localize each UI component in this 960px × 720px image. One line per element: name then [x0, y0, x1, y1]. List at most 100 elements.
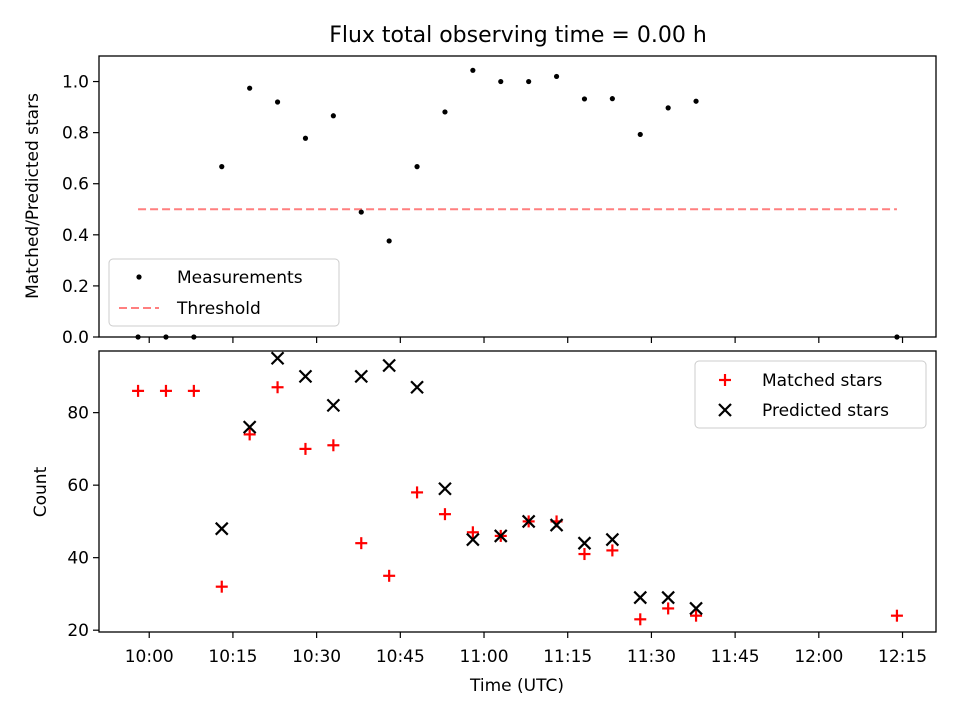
top-legend-box	[108, 258, 340, 327]
measurement-point	[135, 334, 141, 340]
measurement-point	[581, 96, 588, 102]
measurement-point	[442, 109, 448, 115]
matched-star-point	[466, 526, 479, 539]
measurement-point	[219, 164, 225, 170]
predicted-star-point	[382, 358, 396, 373]
predicted-star-point	[633, 590, 648, 605]
predicted-star-point	[438, 482, 452, 496]
measurement-point	[247, 85, 253, 91]
bottom-x-tick-label: 10:00	[125, 647, 174, 667]
bottom-x-tick-label: 10:15	[208, 647, 257, 667]
matched-star-point	[606, 544, 619, 557]
top-y-tick-label: 0.0	[62, 328, 89, 348]
top-y-axis-label: Matched/Predicted stars	[23, 93, 43, 299]
measurement-point	[274, 99, 281, 105]
predicted-star-point	[466, 532, 480, 547]
predicted-star-point	[410, 380, 424, 395]
top-y-tick-label: 0.8	[62, 124, 89, 144]
bottom-legend: Matched stars Predicted stars	[694, 360, 927, 429]
matched-star-point	[411, 486, 424, 499]
measurement-point	[191, 334, 197, 340]
predicted-legend-label: Predicted stars	[762, 401, 889, 421]
bottom-x-tick-label: 11:00	[460, 647, 509, 667]
top-y-tick-label: 0.4	[62, 226, 89, 246]
measurement-point	[414, 164, 420, 170]
predicted-star-point	[354, 369, 369, 384]
threshold-legend-label: Threshold	[176, 299, 261, 319]
bottom-y-tick-label: 20	[67, 621, 89, 641]
matched-star-point	[438, 508, 451, 521]
matched-star-point	[634, 613, 647, 626]
matched-star-point	[890, 609, 903, 622]
measurement-point	[665, 105, 671, 111]
bottom-x-axis: 10:00 10:15 10:30 10:45 11:00 11:15 11:30 11:45…	[125, 632, 927, 667]
predicted-star-point	[521, 514, 536, 529]
bottom-x-tick-label: 12:15	[878, 647, 927, 667]
measurement-point	[470, 67, 476, 73]
measurement-point	[894, 334, 900, 340]
predicted-star-point	[577, 536, 592, 550]
measurement-point	[386, 238, 392, 244]
top-x-axis	[148, 337, 904, 343]
bottom-legend-box	[694, 360, 927, 429]
matched-star-point	[355, 537, 368, 550]
measurement-point	[358, 209, 364, 215]
bottom-x-tick-label: 11:45	[711, 647, 760, 667]
measurement-point	[637, 131, 643, 138]
predicted-star-point	[326, 398, 341, 413]
predicted-star-point	[549, 518, 564, 532]
predicted-star-point	[298, 369, 313, 384]
bottom-y-axis-label: Count	[31, 466, 51, 517]
matched-star-point	[690, 609, 703, 622]
bottom-x-tick-label: 10:30	[292, 647, 341, 667]
predicted-stars-series	[214, 351, 703, 616]
measurements-legend-label: Measurements	[177, 268, 303, 288]
measurement-point	[302, 135, 309, 141]
bottom-y-tick-label: 60	[67, 476, 89, 496]
matched-legend-marker	[719, 374, 731, 386]
matched-legend-label: Matched stars	[762, 371, 882, 391]
bottom-x-tick-label: 12:00	[794, 647, 843, 667]
bottom-x-tick-label: 10:45	[376, 647, 425, 667]
matched-star-point	[662, 602, 675, 615]
measurement-point	[609, 96, 615, 102]
predicted-legend-marker	[718, 403, 732, 417]
matched-star-point	[299, 442, 312, 455]
matched-star-point	[132, 384, 145, 397]
matched-star-point	[243, 428, 256, 441]
bottom-y-tick-label: 40	[67, 549, 89, 569]
top-y-tick-label: 0.2	[62, 277, 89, 297]
top-chart-title: Flux total observing time = 0.00 h	[329, 23, 707, 48]
bottom-x-tick-label: 11:30	[627, 647, 676, 667]
predicted-star-point	[493, 529, 508, 543]
bottom-x-tick-label: 11:15	[543, 647, 592, 667]
measurement-point	[526, 78, 532, 85]
predicted-star-point	[270, 351, 285, 366]
top-legend: Measurements Threshold	[108, 258, 340, 327]
top-y-tick-label: 1.0	[62, 73, 89, 93]
top-y-tick-label: 0.6	[62, 175, 89, 195]
matched-star-point	[187, 384, 200, 397]
predicted-star-point	[605, 532, 620, 547]
matched-star-point	[159, 384, 172, 397]
bottom-y-tick-label: 80	[67, 404, 89, 424]
measurements-legend-marker	[136, 274, 142, 280]
bottom-y-axis: 20 40 60 80	[67, 404, 99, 641]
predicted-star-point	[689, 601, 703, 616]
matched-star-point	[215, 580, 228, 593]
measurement-point	[553, 73, 560, 80]
top-plot-frame	[98, 55, 937, 338]
measurement-point	[693, 98, 699, 104]
measurement-point	[163, 334, 169, 340]
predicted-star-point	[242, 420, 257, 434]
predicted-star-point	[214, 521, 229, 536]
predicted-star-point	[661, 590, 675, 605]
matched-star-point	[578, 548, 591, 561]
matched-star-point	[327, 439, 340, 452]
bottom-plot-frame	[98, 350, 937, 633]
measurement-point	[330, 113, 336, 119]
measurement-point	[498, 78, 504, 85]
